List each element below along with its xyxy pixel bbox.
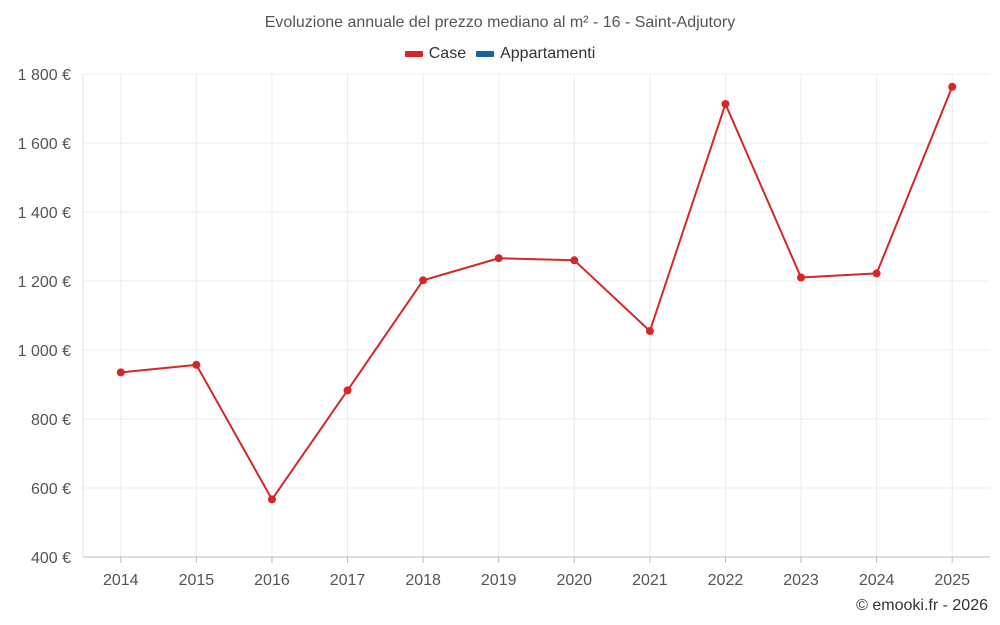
grid [83,73,990,557]
x-tick-label: 2016 [254,572,290,589]
y-tick-label: 1 000 € [18,343,71,360]
y-tick-label: 1 200 € [18,274,71,291]
data-point-case-2024 [872,269,881,278]
y-tick-label: 400 € [31,550,71,567]
x-tick-label: 2019 [481,572,517,589]
data-point-case-2017 [343,386,352,395]
legend: Case Appartamenti [0,45,1000,63]
y-tick-label: 1 600 € [18,136,71,153]
x-axis-ticks: 2014 2015 2016 2017 2018 2019 2020 2021 2022 2023… [103,572,970,589]
x-tick-label: 2021 [632,572,668,589]
series-line-case [120,86,954,501]
x-tick-label: 2018 [405,572,441,589]
data-point-case-2016 [267,495,276,504]
legend-swatch-appartamenti [476,51,495,57]
x-tick-label: 2022 [708,572,744,589]
credit-text: © emooki.fr - 2026 [856,597,988,614]
legend-item-appartamenti[interactable]: Appartamenti [476,45,595,63]
x-tick-label: 2020 [556,572,592,589]
data-point-case-2022 [721,100,730,109]
x-tick-label: 2014 [103,572,139,589]
data-point-case-2023 [797,273,806,282]
data-point-case-2019 [494,254,503,263]
y-tick-label: 600 € [31,481,71,498]
legend-label-case: Case [428,45,467,62]
data-point-case-2014 [116,368,125,377]
x-tick-label: 2025 [934,572,970,589]
axes [82,74,990,563]
legend-label-appartamenti: Appartamenti [500,45,596,62]
data-point-case-2021 [645,327,654,336]
data-point-case-2025 [948,82,957,91]
x-tick-label: 2024 [859,572,895,589]
y-axis-ticks: 400 € 600 € 800 € 1 000 € 1 200 € 1 400 € 1 60… [18,67,71,567]
legend-item-case[interactable]: Case [404,45,467,63]
x-tick-label: 2017 [330,572,366,589]
data-point-case-2020 [570,256,579,265]
x-tick-label: 2023 [783,572,819,589]
data-point-case-2015 [192,360,201,369]
y-tick-label: 1 800 € [18,67,71,84]
y-tick-label: 1 400 € [18,205,71,222]
series-layer [116,82,957,504]
legend-swatch-case [404,51,423,57]
data-point-case-2018 [419,276,428,285]
chart-title: Evoluzione annuale del prezzo mediano al… [264,14,736,31]
y-tick-label: 800 € [31,412,71,429]
x-tick-label: 2015 [179,572,215,589]
